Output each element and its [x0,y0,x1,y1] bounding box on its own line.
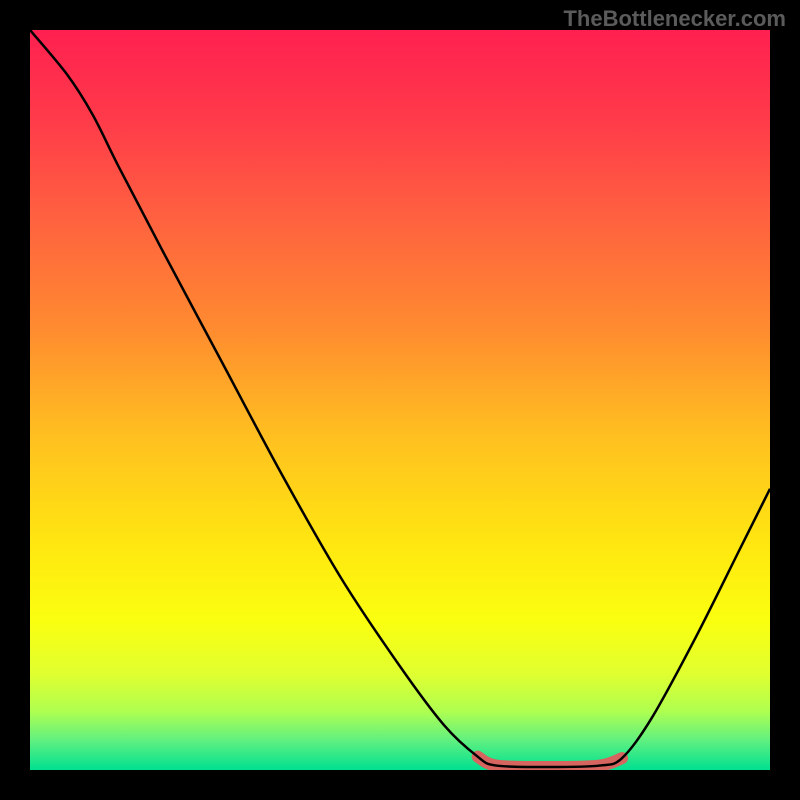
chart-curves [30,30,770,770]
plot-area [30,30,770,770]
main-curve [30,30,770,767]
watermark-text: TheBottlenecker.com [563,6,786,32]
